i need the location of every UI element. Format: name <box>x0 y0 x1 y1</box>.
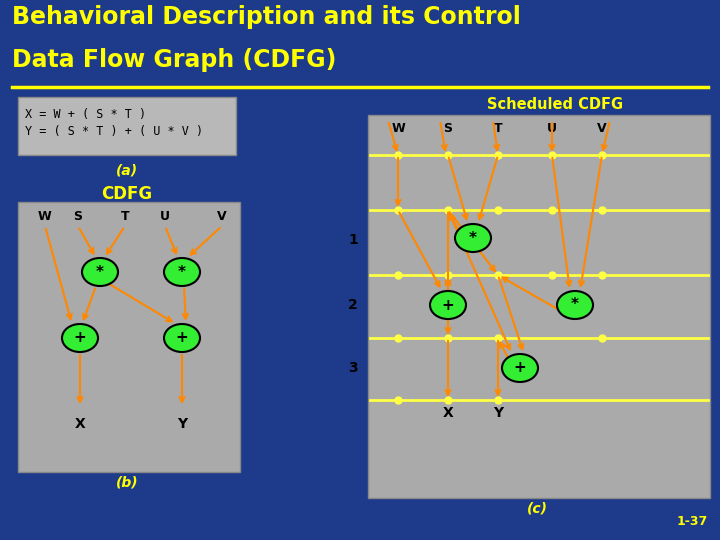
Text: Behavioral Description and its Control: Behavioral Description and its Control <box>12 5 521 29</box>
Text: 1: 1 <box>348 233 358 247</box>
Ellipse shape <box>455 224 491 252</box>
Ellipse shape <box>62 324 98 352</box>
Text: Scheduled CDFG: Scheduled CDFG <box>487 97 623 112</box>
Ellipse shape <box>502 354 538 382</box>
Ellipse shape <box>164 258 200 286</box>
Text: (a): (a) <box>116 163 138 177</box>
Text: *: * <box>571 298 579 313</box>
Text: U: U <box>160 210 170 223</box>
Text: X: X <box>75 417 86 431</box>
Text: Y: Y <box>177 417 187 431</box>
Text: T: T <box>494 122 503 135</box>
Text: +: + <box>73 330 86 346</box>
Bar <box>18 97 236 155</box>
Text: *: * <box>469 231 477 246</box>
Text: W: W <box>391 122 405 135</box>
Text: Y = ( S * T ) + ( U * V ): Y = ( S * T ) + ( U * V ) <box>25 125 203 138</box>
Ellipse shape <box>164 324 200 352</box>
Text: U: U <box>547 122 557 135</box>
Text: Data Flow Graph (CDFG): Data Flow Graph (CDFG) <box>12 48 336 72</box>
Ellipse shape <box>430 291 466 319</box>
Text: +: + <box>513 361 526 375</box>
Text: W: W <box>38 210 52 223</box>
Text: X: X <box>443 406 454 420</box>
Text: T: T <box>121 210 130 223</box>
Text: (b): (b) <box>116 476 138 490</box>
Text: *: * <box>96 265 104 280</box>
Text: *: * <box>178 265 186 280</box>
Text: X = W + ( S * T ): X = W + ( S * T ) <box>25 108 146 121</box>
Text: CDFG: CDFG <box>102 185 153 203</box>
Bar <box>18 202 240 472</box>
Text: 2: 2 <box>348 298 358 312</box>
Text: V: V <box>597 122 607 135</box>
Ellipse shape <box>557 291 593 319</box>
Ellipse shape <box>82 258 118 286</box>
Text: +: + <box>176 330 189 346</box>
Text: S: S <box>444 122 452 135</box>
Text: 1-37: 1-37 <box>677 515 708 528</box>
Text: Y: Y <box>493 406 503 420</box>
Text: (c): (c) <box>526 502 547 516</box>
Bar <box>368 115 710 498</box>
Text: +: + <box>441 298 454 313</box>
Text: S: S <box>73 210 83 223</box>
Text: V: V <box>217 210 227 223</box>
Text: 3: 3 <box>348 361 358 375</box>
